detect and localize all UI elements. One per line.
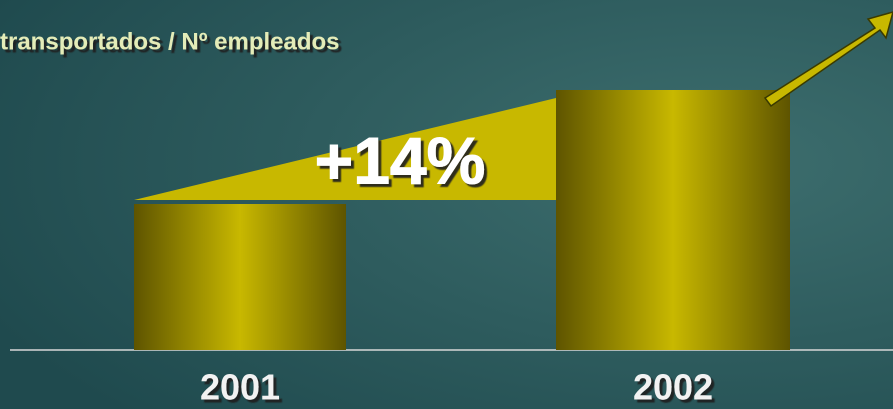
x-tick-label: 2002 [633,367,713,408]
bar [556,90,790,350]
bar [134,204,346,350]
chart-title: transportados / Nº empleados [0,28,340,55]
growth-annotation: +14% [315,123,486,197]
chart: transportados / Nº empleados +14% 2001 20… [0,0,893,409]
x-tick-label: 2001 [200,367,280,408]
page: transportados / Nº empleados +14% 2001 20… [0,0,893,409]
